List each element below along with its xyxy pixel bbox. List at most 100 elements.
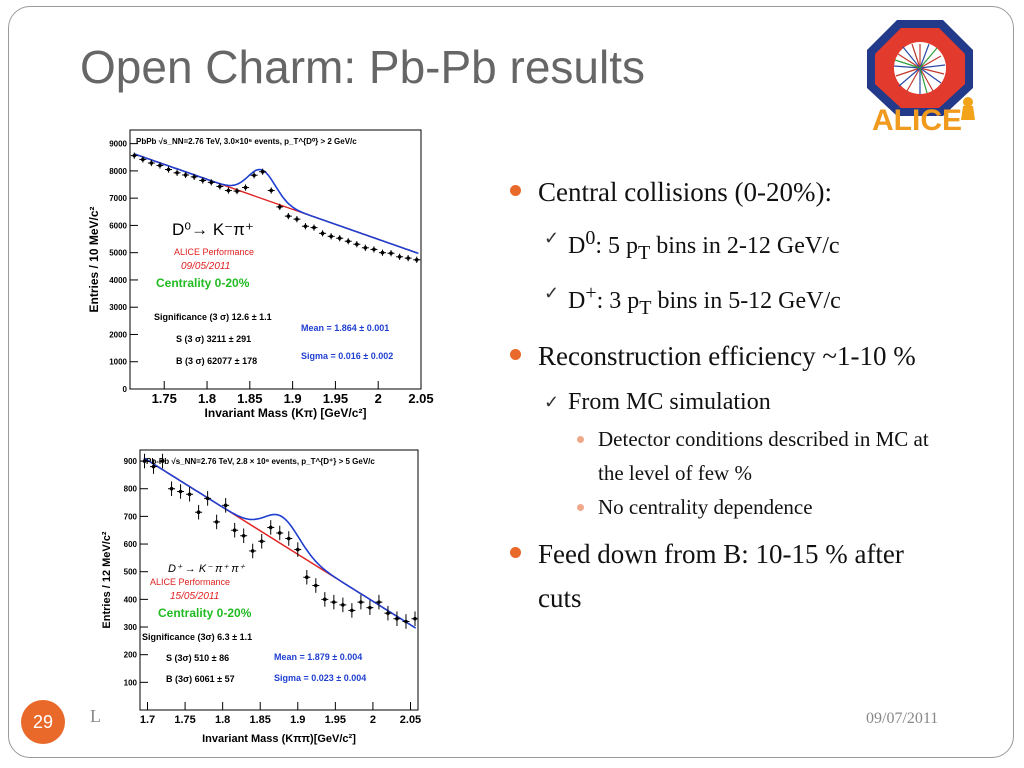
data-point — [359, 600, 363, 604]
fit-stat-label: Significance (3 σ) 12.6 ± 1.1 — [154, 312, 272, 322]
x-tick-label: 1.75 — [152, 391, 177, 406]
data-point — [183, 173, 188, 177]
data-point — [386, 611, 390, 615]
alice-logo-text: ALICE — [872, 104, 962, 136]
data-point — [413, 616, 417, 621]
data-point — [355, 242, 359, 247]
data-point — [205, 496, 210, 501]
data-point — [160, 459, 165, 463]
data-point — [332, 600, 336, 604]
fit-stat-label: Significance (3σ) 6.3 ± 1.1 — [142, 632, 252, 642]
total-fit-curve — [143, 457, 417, 629]
data-point — [250, 549, 255, 553]
data-point — [141, 157, 145, 162]
bullet-list: Central collisions (0-20%): ✓ D0: 5 pT bi… — [508, 170, 948, 624]
fit-param-label: Mean = 1.879 ± 0.004 — [274, 652, 362, 662]
checkmark-icon: ✓ — [544, 228, 560, 248]
data-point — [406, 256, 410, 260]
data-point — [305, 575, 309, 580]
bullet-dot-icon — [510, 185, 521, 196]
bullet-central-collisions: Central collisions (0-20%): — [508, 170, 948, 214]
bullet-dot-icon — [577, 503, 584, 511]
x-tick-label: 1.8 — [198, 391, 216, 406]
y-tick-label: 9000 — [109, 140, 127, 149]
y-axis-label: Entries / 12 MeV/c² — [101, 531, 113, 629]
y-tick-label: 8000 — [109, 167, 127, 176]
data-point — [196, 510, 201, 515]
bullet-dplus-bins: ✓ D+: 3 pT bins in 5-12 GeV/c — [508, 273, 948, 328]
data-point — [346, 239, 351, 244]
data-point — [303, 224, 308, 229]
x-tick-label: 1.75 — [174, 714, 195, 726]
decay-label: D⁺ → K⁻ π⁺ π⁺ — [168, 563, 246, 575]
data-point — [286, 536, 291, 541]
data-point — [178, 489, 183, 494]
page-number-badge: 29 — [21, 700, 65, 744]
x-tick-label: 2 — [370, 714, 376, 726]
centrality-label: Centrality 0-20% — [156, 276, 250, 290]
data-point — [286, 214, 291, 218]
data-point — [389, 251, 393, 256]
data-point — [277, 205, 282, 209]
y-tick-label: 3000 — [109, 303, 127, 312]
performance-label: ALICE Performance — [150, 577, 230, 587]
plot-frame — [129, 129, 422, 390]
x-tick-label: 1.85 — [250, 714, 271, 726]
x-tick-label: 1.9 — [284, 391, 302, 406]
y-tick-label: 4000 — [109, 276, 127, 285]
y-tick-label: 1000 — [109, 358, 127, 367]
y-tick-label: 7000 — [109, 194, 127, 203]
data-point — [252, 173, 256, 178]
y-tick-label: 200 — [124, 651, 138, 660]
x-tick-label: 1.95 — [325, 714, 346, 726]
fit-stat-label: B (3σ) 6061 ± 57 — [166, 674, 235, 684]
bullet-dot-icon — [510, 546, 521, 558]
data-point — [312, 225, 316, 230]
bullet-feed-down: Feed down from B: 10-15 % after cuts — [508, 532, 948, 620]
data-point — [187, 492, 192, 497]
plot-frame — [139, 449, 419, 711]
data-point — [169, 486, 174, 491]
bullet-detector-conditions: Detector conditions described in MC at t… — [508, 422, 948, 490]
x-tick-label: 2.05 — [408, 391, 433, 406]
data-point — [380, 250, 385, 255]
fit-param-label: Sigma = 0.016 ± 0.002 — [301, 351, 393, 361]
data-point — [243, 185, 248, 190]
y-tick-label: 500 — [124, 568, 138, 577]
y-tick-label: 700 — [124, 512, 138, 521]
data-point — [337, 236, 342, 241]
fit-param-label: Mean = 1.864 ± 0.001 — [301, 323, 389, 333]
fit-stat-label: S (3σ) 510 ± 86 — [166, 653, 229, 663]
x-axis-label: Invariant Mass (Kπ) [GeV/c²] — [205, 406, 367, 420]
data-point — [192, 175, 196, 179]
fit-stat-label: S (3 σ) 3211 ± 291 — [176, 334, 251, 344]
x-tick-label: 2 — [375, 391, 382, 406]
data-point — [269, 188, 274, 193]
fit-param-label: Sigma = 0.023 ± 0.004 — [274, 673, 366, 683]
data-point — [166, 167, 171, 172]
y-tick-label: 6000 — [109, 221, 127, 230]
footer-text: L — [90, 706, 101, 726]
data-point — [151, 464, 156, 469]
bullet-d0-bins: ✓ D0: 5 pT bins in 2-12 GeV/c — [508, 218, 948, 273]
bullet-dot-icon — [510, 348, 521, 360]
dplus-mass-plot: 1.7 1.75 1.8 1.85 1.9 1.95 2 2.05 100 200 300 400 50… — [100, 440, 425, 745]
y-tick-label: 300 — [124, 623, 138, 632]
data-point — [268, 525, 273, 530]
data-point — [377, 600, 381, 604]
data-point — [323, 597, 327, 602]
slide-title: Open Charm: Pb-Pb results — [80, 41, 646, 93]
data-point — [149, 161, 154, 165]
data-point — [341, 603, 345, 607]
data-point — [414, 257, 419, 262]
decay-label: D⁰→ K⁻π⁺ — [172, 220, 254, 239]
y-tick-label: 100 — [124, 678, 138, 687]
y-tick-label: 0 — [123, 385, 128, 394]
data-point — [158, 163, 162, 168]
data-point — [218, 184, 222, 189]
data-point — [232, 528, 237, 533]
data-point — [277, 531, 282, 535]
data-point — [214, 520, 219, 524]
data-point — [395, 616, 399, 621]
data-point — [397, 254, 402, 259]
